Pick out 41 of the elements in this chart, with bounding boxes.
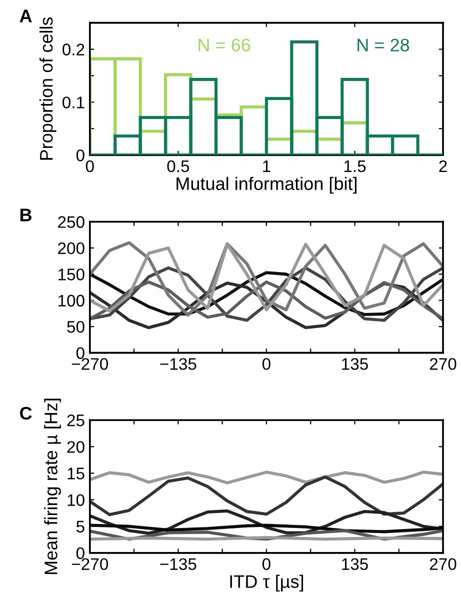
x-tick-label: −135	[160, 358, 196, 370]
text: A	[20, 10, 32, 22]
x-tick-label: 1	[263, 160, 270, 172]
x-tick-label: −135	[160, 558, 196, 570]
y-tick-label: 250	[58, 216, 84, 228]
x-tick-label: −270	[72, 558, 108, 570]
text: C	[20, 406, 32, 420]
x-tick-label: 1.5	[344, 160, 366, 172]
x-tick-label: 0	[86, 160, 94, 172]
y-tick-label: 0	[76, 547, 84, 560]
x-axis-title: Mutual information [bit]	[176, 176, 356, 194]
x-axis-title: ITD τ [µs]	[230, 574, 304, 592]
x-tick-label: 2	[439, 160, 447, 172]
x-tick-label: 135	[342, 358, 368, 370]
y-tick-label: 10	[68, 494, 84, 506]
y-tick-label: 15	[68, 468, 84, 480]
x-tick-label: 0.5	[167, 160, 190, 172]
line-series	[90, 475, 444, 516]
y-tick-label: 0	[76, 347, 84, 359]
text: B	[20, 208, 32, 222]
y-axis-title: Proportion of cells	[39, 17, 56, 160]
x-tick-label: −270	[72, 358, 108, 370]
x-tick-label: 0	[262, 358, 270, 370]
y-tick-label: 200	[58, 242, 84, 254]
y-tick-label: 25	[67, 414, 84, 426]
y-tick-label: 20	[67, 441, 84, 453]
y-tick-label: 0.2	[62, 44, 84, 56]
y-axis-title: Mean firing rate µ [Hz]	[44, 398, 61, 574]
y-tick-label: 50	[67, 320, 84, 333]
x-tick-label: 0	[262, 558, 270, 570]
series-label: N = 28	[358, 38, 410, 52]
y-tick-label: 5	[76, 520, 84, 533]
y-tick-label: 0.1	[62, 96, 84, 108]
line-series	[90, 470, 444, 484]
y-tick-label: 0	[76, 149, 84, 162]
series-label: N = 66	[198, 38, 250, 52]
y-tick-label: 100	[58, 294, 84, 307]
x-tick-label: 270	[430, 558, 456, 570]
x-tick-label: 135	[342, 558, 368, 570]
x-tick-label: 270	[430, 358, 456, 370]
y-tick-label: 150	[58, 268, 84, 280]
